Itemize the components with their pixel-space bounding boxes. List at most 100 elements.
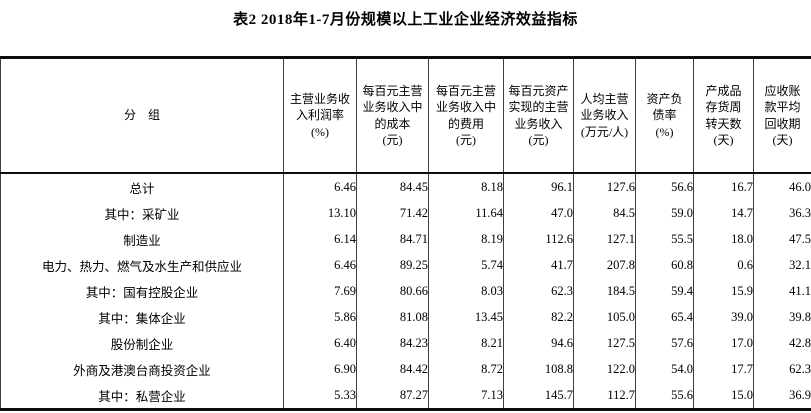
value-cell: 8.72	[428, 356, 504, 382]
value-cell: 105.0	[573, 304, 636, 330]
column-header-profit-rate: 主营业务收 入利润率 (%)	[283, 57, 357, 174]
value-cell: 108.8	[503, 356, 574, 382]
value-cell: 62.3	[503, 278, 574, 304]
value-cell: 39.0	[693, 304, 754, 330]
value-cell: 5.33	[283, 382, 357, 410]
value-cell: 145.7	[503, 382, 574, 410]
row-label: 电力、热力、燃气及水生产和供应业	[41, 259, 242, 274]
column-header-group: 分 组	[0, 57, 284, 174]
value-cell: 0.6	[693, 252, 754, 278]
value-cell: 122.0	[573, 356, 636, 382]
value-cell: 127.5	[573, 330, 636, 356]
row-label: 总计	[129, 181, 155, 196]
value-cell: 7.69	[283, 278, 357, 304]
value-cell: 13.10	[283, 200, 357, 226]
value-cell: 54.0	[635, 356, 694, 382]
value-cell: 112.6	[503, 226, 574, 252]
table-row-manufacturing: 制造业 6.14 84.71 8.19 112.6 127.1 55.5 18.…	[1, 226, 811, 252]
value-cell: 87.27	[356, 382, 429, 410]
value-cell: 59.0	[635, 200, 694, 226]
value-cell: 80.66	[356, 278, 429, 304]
value-cell: 18.0	[693, 226, 754, 252]
value-cell: 127.6	[573, 173, 636, 200]
row-label: 股份制企业	[110, 337, 174, 352]
value-cell: 41.7	[503, 252, 574, 278]
value-cell: 14.7	[693, 200, 754, 226]
value-cell: 15.0	[693, 382, 754, 410]
row-label: 制造业	[123, 233, 161, 248]
value-cell: 84.23	[356, 330, 429, 356]
economic-indicators-table: 分 组 主营业务收 入利润率 (%) 每百元主营 业务收入中 的成本 (元) 每…	[0, 56, 811, 411]
table-row-shareholding: 股份制企业 6.40 84.23 8.21 94.6 127.5 57.6 17…	[1, 330, 811, 356]
row-label: 其中：采矿业	[104, 207, 180, 222]
value-cell: 71.42	[356, 200, 429, 226]
value-cell: 57.6	[635, 330, 694, 356]
table-row-private: 其中：私营企业 5.33 87.27 7.13 145.7 112.7 55.6…	[1, 382, 811, 410]
value-cell: 11.64	[428, 200, 504, 226]
value-cell: 15.9	[693, 278, 754, 304]
table-title: 表2 2018年1-7月份规模以上工业企业经济效益指标	[233, 12, 578, 28]
value-cell: 5.74	[428, 252, 504, 278]
value-cell: 65.4	[635, 304, 694, 330]
value-cell: 184.5	[573, 278, 636, 304]
column-header-revenue-per-capita: 人均主营 业务收入 (万元/人)	[573, 57, 636, 174]
value-cell: 84.71	[356, 226, 429, 252]
table-row-state-holding: 其中：国有控股企业 7.69 80.66 8.03 62.3 184.5 59.…	[1, 278, 811, 304]
value-cell: 13.45	[428, 304, 504, 330]
value-cell: 41.1	[753, 278, 811, 304]
column-header-expense-per-100yuan-revenue: 每百元主营 业务收入中 的费用 (元)	[428, 57, 504, 174]
table-row-mining: 其中：采矿业 13.10 71.42 11.64 47.0 84.5 59.0 …	[1, 200, 811, 226]
row-label: 其中：国有控股企业	[85, 285, 199, 300]
value-cell: 94.6	[503, 330, 574, 356]
value-cell: 5.86	[283, 304, 357, 330]
header-row: 分 组 主营业务收 入利润率 (%) 每百元主营 业务收入中 的成本 (元) 每…	[0, 57, 811, 174]
column-header-receivables-collection-period: 应收账 款平均 回收期 (天)	[753, 57, 811, 174]
value-cell: 56.6	[635, 173, 694, 200]
table-row-foreign-invested: 外商及港澳台商投资企业 6.90 84.42 8.72 108.8 122.0 …	[1, 356, 811, 382]
title-area: 表2 2018年1-7月份规模以上工业企业经济效益指标	[0, 0, 811, 56]
value-cell: 36.9	[753, 382, 811, 410]
value-cell: 17.0	[693, 330, 754, 356]
value-cell: 55.5	[635, 226, 694, 252]
value-cell: 36.3	[753, 200, 811, 226]
value-cell: 127.1	[573, 226, 636, 252]
value-cell: 8.21	[428, 330, 504, 356]
row-label: 其中：私营企业	[98, 389, 186, 404]
value-cell: 46.0	[753, 173, 811, 200]
value-cell: 55.6	[635, 382, 694, 410]
value-cell: 84.45	[356, 173, 429, 200]
row-label: 外商及港澳台商投资企业	[73, 363, 211, 378]
table-row-collective: 其中：集体企业 5.86 81.08 13.45 82.2 105.0 65.4…	[1, 304, 811, 330]
value-cell: 89.25	[356, 252, 429, 278]
value-cell: 6.40	[283, 330, 357, 356]
value-cell: 47.5	[753, 226, 811, 252]
value-cell: 112.7	[573, 382, 636, 410]
column-header-cost-per-100yuan-revenue: 每百元主营 业务收入中 的成本 (元)	[356, 57, 429, 174]
value-cell: 62.3	[753, 356, 811, 382]
value-cell: 7.13	[428, 382, 504, 410]
value-cell: 47.0	[503, 200, 574, 226]
value-cell: 84.42	[356, 356, 429, 382]
value-cell: 16.7	[693, 173, 754, 200]
value-cell: 8.19	[428, 226, 504, 252]
value-cell: 6.14	[283, 226, 357, 252]
column-header-debt-ratio: 资产负 债率 (%)	[635, 57, 694, 174]
value-cell: 6.90	[283, 356, 357, 382]
value-cell: 17.7	[693, 356, 754, 382]
table-row-utilities: 电力、热力、燃气及水生产和供应业 6.46 89.25 5.74 41.7 20…	[1, 252, 811, 278]
value-cell: 81.08	[356, 304, 429, 330]
value-cell: 32.1	[753, 252, 811, 278]
value-cell: 96.1	[503, 173, 574, 200]
value-cell: 8.03	[428, 278, 504, 304]
value-cell: 8.18	[428, 173, 504, 200]
value-cell: 6.46	[283, 173, 357, 200]
value-cell: 60.8	[635, 252, 694, 278]
column-header-revenue-per-100yuan-assets: 每百元资产 实现的主营 业务收入 (元)	[503, 57, 574, 174]
value-cell: 59.4	[635, 278, 694, 304]
value-cell: 6.46	[283, 252, 357, 278]
value-cell: 42.8	[753, 330, 811, 356]
column-header-inventory-turnover-days: 产成品 存货周 转天数 (天)	[693, 57, 754, 174]
table-row-total: 总计 6.46 84.45 8.18 96.1 127.6 56.6 16.7 …	[1, 173, 811, 200]
value-cell: 39.8	[753, 304, 811, 330]
row-label: 其中：集体企业	[98, 311, 186, 326]
